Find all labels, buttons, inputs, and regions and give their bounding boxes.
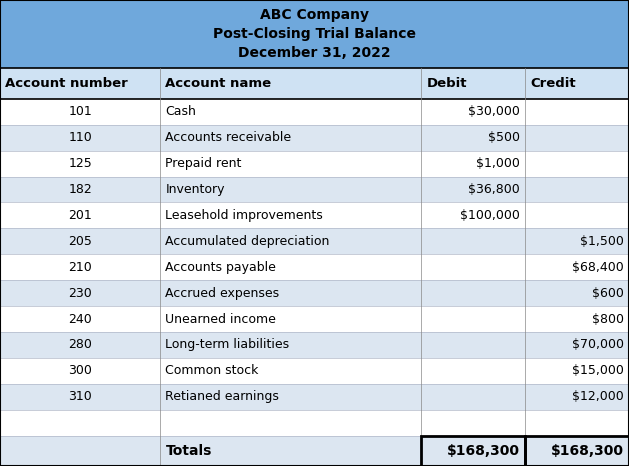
Bar [0,69,629,99]
Text: $12,000: $12,000 [572,391,624,403]
Text: Cash: Cash [165,105,196,118]
Text: $500: $500 [488,131,520,144]
Text: $70,000: $70,000 [572,338,624,351]
Bar [0,436,629,466]
Text: $600: $600 [592,287,624,300]
Text: Inventory: Inventory [165,183,225,196]
Bar [0,177,629,202]
Text: Accounts receivable: Accounts receivable [165,131,292,144]
Text: Debit: Debit [426,77,467,90]
Text: December 31, 2022: December 31, 2022 [238,47,391,61]
Bar [0,384,629,410]
Bar [0,254,629,280]
Text: 280: 280 [69,338,92,351]
Text: $15,000: $15,000 [572,364,624,377]
Text: Prepaid rent: Prepaid rent [165,157,242,170]
Text: $68,400: $68,400 [572,261,624,274]
Text: Common stock: Common stock [165,364,259,377]
Bar [0,125,629,151]
Text: Accumulated depreciation: Accumulated depreciation [165,235,330,248]
Text: Accrued expenses: Accrued expenses [165,287,279,300]
Text: $800: $800 [592,313,624,326]
Text: ABC Company: ABC Company [260,8,369,22]
Text: $168,300: $168,300 [551,444,624,458]
Text: Credit: Credit [530,77,576,90]
Text: $168,300: $168,300 [447,444,520,458]
Text: Totals: Totals [165,444,212,458]
Text: $1,000: $1,000 [476,157,520,170]
Text: Leasehold improvements: Leasehold improvements [165,209,323,222]
Bar [0,202,629,228]
Bar [525,436,629,466]
Text: $1,500: $1,500 [580,235,624,248]
Bar [0,332,629,358]
Text: 300: 300 [69,364,92,377]
Text: Account number: Account number [5,77,128,90]
Text: 110: 110 [69,131,92,144]
Bar [421,436,525,466]
Text: Account name: Account name [165,77,272,90]
Text: 310: 310 [69,391,92,403]
Text: Accounts payable: Accounts payable [165,261,276,274]
Text: Retianed earnings: Retianed earnings [165,391,279,403]
Text: Unearned income: Unearned income [165,313,276,326]
Bar [0,306,629,332]
Text: 230: 230 [69,287,92,300]
Bar [0,0,629,69]
Text: 240: 240 [69,313,92,326]
Text: Post-Closing Trial Balance: Post-Closing Trial Balance [213,27,416,41]
Text: 210: 210 [69,261,92,274]
Text: 101: 101 [69,105,92,118]
Text: 182: 182 [69,183,92,196]
Bar [0,151,629,177]
Text: $36,800: $36,800 [469,183,520,196]
Text: 201: 201 [69,209,92,222]
Text: Long-term liabilities: Long-term liabilities [165,338,289,351]
Text: $100,000: $100,000 [460,209,520,222]
Bar [0,280,629,306]
Bar [0,99,629,125]
Bar [0,358,629,384]
Bar [0,410,629,436]
Text: 205: 205 [69,235,92,248]
Text: $30,000: $30,000 [469,105,520,118]
Text: 125: 125 [69,157,92,170]
Bar [0,228,629,254]
